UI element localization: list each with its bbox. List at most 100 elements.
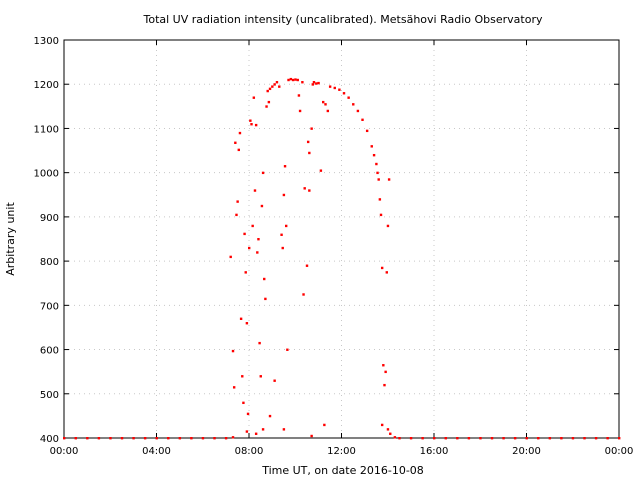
data-point [261, 428, 265, 431]
data-point [312, 81, 316, 84]
y-tick-label: 500 [40, 390, 59, 401]
data-point [618, 437, 621, 440]
data-point [370, 145, 373, 148]
data-point [245, 322, 249, 325]
data-point [278, 85, 281, 88]
data-point [308, 151, 311, 155]
data-point [258, 341, 261, 345]
data-point [239, 317, 243, 320]
data-point [323, 423, 326, 427]
data-point [120, 437, 124, 440]
data-point [254, 123, 258, 127]
data-point [380, 266, 384, 270]
data-point [352, 103, 355, 106]
data-point [301, 81, 304, 84]
data-point [322, 100, 325, 104]
data-point [378, 198, 382, 201]
data-point [393, 436, 397, 439]
data-point [201, 437, 205, 440]
y-tick-label: 800 [40, 257, 59, 268]
data-point [97, 437, 101, 440]
data-point [467, 437, 471, 440]
data-point [594, 437, 598, 440]
x-tick-label: 20:00 [512, 446, 541, 457]
chart-title: Total UV radiation intensity (uncalibrat… [143, 13, 543, 26]
data-point [238, 131, 242, 135]
data-point [383, 383, 386, 387]
data-point [333, 86, 336, 90]
data-point [311, 83, 314, 86]
data-point [302, 293, 305, 296]
data-point [444, 437, 447, 440]
data-point [178, 437, 182, 440]
data-point [286, 348, 289, 351]
plot-frame [63, 39, 620, 439]
data-point [260, 204, 264, 208]
data-point [237, 148, 240, 152]
data-point [243, 232, 246, 236]
x-tick-label: 08:00 [235, 446, 264, 457]
data-point [548, 437, 552, 440]
data-point [246, 412, 250, 416]
data-point [385, 271, 388, 274]
data-point [338, 88, 341, 91]
data-point [386, 224, 390, 228]
data-point [398, 437, 401, 440]
data-point [261, 171, 265, 175]
data-point [365, 129, 369, 133]
data-point [291, 78, 295, 82]
data-point [190, 437, 193, 440]
data-point [297, 94, 301, 97]
y-axis-label: Arbitrary unit [4, 202, 17, 276]
data-point [490, 437, 494, 440]
data-point [342, 92, 346, 95]
data-point [310, 127, 313, 130]
axis-ticks: 400 500 600 700 800 900 1000 1100 1200 1300 00:00 0… [34, 36, 634, 457]
data-point [231, 436, 235, 439]
data-point [265, 105, 268, 108]
y-tick-label: 400 [40, 434, 59, 445]
data-point [285, 224, 288, 228]
data-point [242, 401, 245, 405]
data-point [421, 437, 424, 440]
data-point [303, 187, 306, 190]
data-point [326, 109, 330, 113]
data-point [271, 85, 274, 88]
data-point [245, 430, 249, 433]
data-point [308, 189, 311, 192]
data-point [433, 437, 436, 440]
data-point [248, 246, 251, 250]
data-point [268, 87, 272, 91]
data-point [380, 423, 384, 427]
data-point [266, 89, 269, 93]
data-point [571, 437, 575, 440]
data-point [229, 255, 232, 259]
data-point [606, 437, 609, 440]
data-point [379, 213, 383, 217]
data-point [268, 414, 272, 418]
data-point [502, 437, 505, 440]
y-tick-label: 1100 [34, 124, 59, 135]
y-tick-label: 1200 [34, 80, 59, 91]
data-point [213, 437, 216, 440]
data-point [456, 437, 459, 440]
data-point [264, 297, 267, 301]
data-point [63, 437, 66, 440]
data-point [310, 434, 313, 438]
x-axis-label: Time UT, on date 2016-10-08 [261, 464, 424, 477]
data-point [132, 437, 135, 440]
data-point [155, 437, 158, 440]
data-point [324, 103, 327, 106]
data-point [236, 200, 239, 203]
data-point [231, 349, 235, 353]
data-point [386, 428, 390, 431]
data-point [273, 379, 276, 382]
data-point [382, 364, 385, 367]
x-tick-label: 04:00 [142, 446, 171, 457]
data-point [109, 437, 112, 440]
data-point [319, 169, 323, 172]
data-point [250, 123, 253, 126]
data-point [328, 85, 332, 88]
data-point [376, 171, 379, 175]
